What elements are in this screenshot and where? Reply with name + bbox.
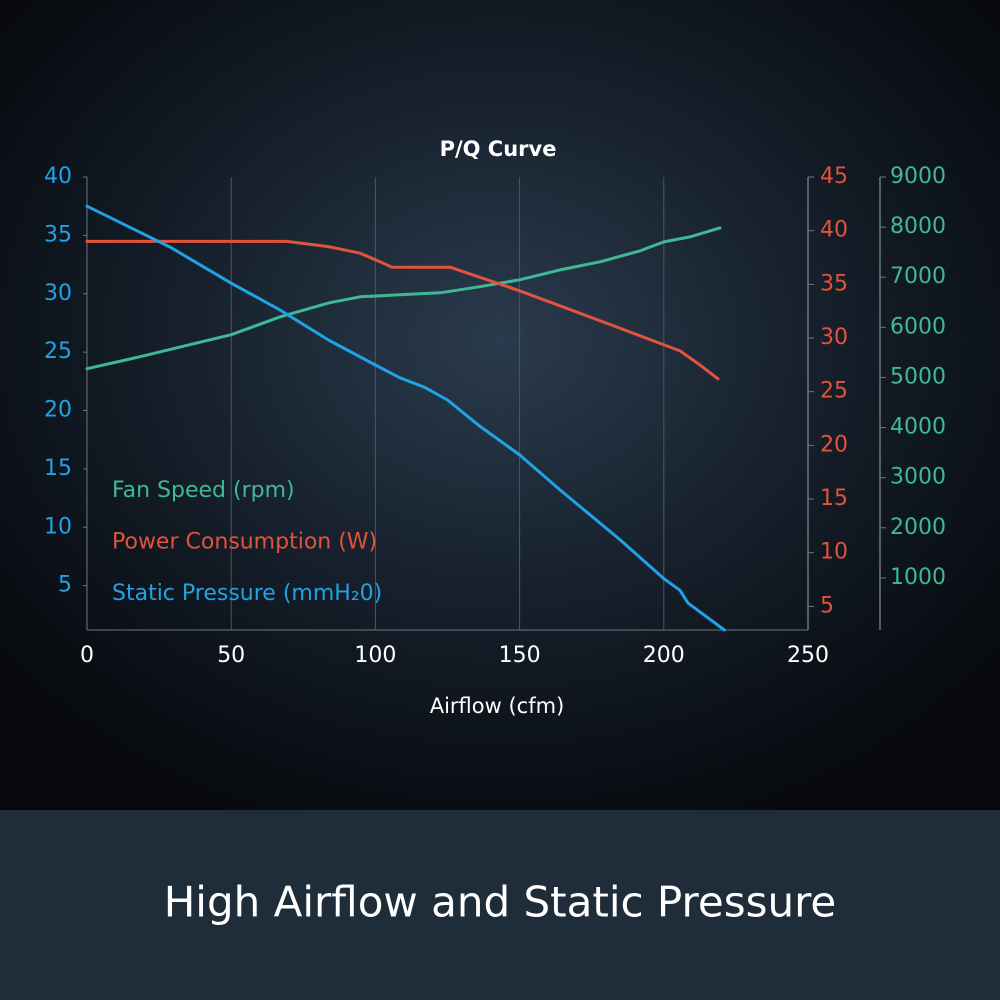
y3-tick-label: 3000 bbox=[890, 465, 946, 490]
y2-tick-label: 30 bbox=[820, 325, 848, 350]
y-tick-label: 20 bbox=[44, 398, 72, 423]
x-tick-label: 250 bbox=[787, 643, 829, 668]
x-tick-label: 50 bbox=[217, 643, 245, 668]
series-line bbox=[85, 204, 726, 632]
chart-title: P/Q Curve bbox=[440, 137, 557, 161]
y2-tick-label: 25 bbox=[820, 379, 848, 404]
x-axis-label: Airflow (cfm) bbox=[430, 694, 565, 718]
y-tick-label: 10 bbox=[44, 514, 72, 539]
y-tick-label: 40 bbox=[44, 164, 72, 189]
y2-tick-label: 40 bbox=[820, 218, 848, 243]
series-line bbox=[85, 239, 720, 381]
y2-tick-label: 5 bbox=[820, 593, 834, 618]
y3-tick-label: 7000 bbox=[890, 264, 946, 289]
x-tick-label: 100 bbox=[354, 643, 396, 668]
legend-entry: Power Consumption (W) bbox=[112, 530, 377, 555]
series-line bbox=[85, 226, 722, 371]
y-tick-label: 5 bbox=[58, 573, 72, 598]
legend-entry: Static Pressure (mmH₂0) bbox=[112, 581, 382, 606]
legend-entry: Fan Speed (rpm) bbox=[112, 478, 295, 503]
x-tick-label: 200 bbox=[643, 643, 685, 668]
y3-tick-label: 8000 bbox=[890, 214, 946, 239]
y-tick-label: 15 bbox=[44, 456, 72, 481]
y-tick-label: 25 bbox=[44, 339, 72, 364]
y3-tick-label: 2000 bbox=[890, 515, 946, 540]
banner bbox=[0, 810, 1000, 1000]
y3-tick-label: 1000 bbox=[890, 565, 946, 590]
background bbox=[0, 0, 1000, 810]
banner-text: High Airflow and Static Pressure bbox=[164, 878, 837, 927]
y2-tick-label: 15 bbox=[820, 486, 848, 511]
y2-tick-label: 20 bbox=[820, 432, 848, 457]
y2-tick-label: 35 bbox=[820, 271, 848, 296]
x-tick-label: 0 bbox=[80, 643, 94, 668]
y-tick-label: 35 bbox=[44, 222, 72, 247]
y2-tick-label: 45 bbox=[820, 164, 848, 189]
y-tick-label: 30 bbox=[44, 281, 72, 306]
x-tick-label: 150 bbox=[499, 643, 541, 668]
y3-tick-label: 5000 bbox=[890, 364, 946, 389]
y3-tick-label: 6000 bbox=[890, 314, 946, 339]
y3-tick-label: 9000 bbox=[890, 164, 946, 189]
y3-tick-label: 4000 bbox=[890, 415, 946, 440]
y2-tick-label: 10 bbox=[820, 540, 848, 565]
